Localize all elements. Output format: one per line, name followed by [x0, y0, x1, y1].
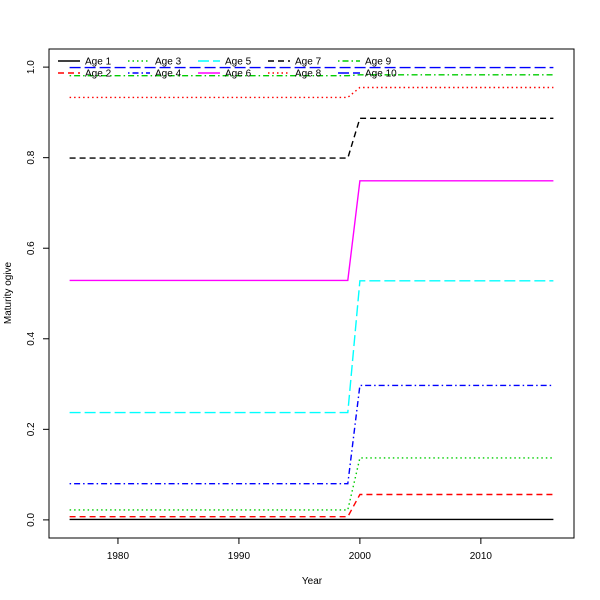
y-tick-label: 1.0	[26, 60, 37, 74]
series-layer	[69, 66, 554, 521]
x-tick-label: 1980	[107, 551, 130, 562]
x-tick-label: 1990	[228, 551, 251, 562]
x-tick-label: 2010	[470, 551, 493, 562]
legend-label: Age 7	[295, 57, 322, 68]
y-tick-label: 0.0	[26, 513, 37, 527]
legend-label: Age 2	[85, 69, 112, 80]
x-axis-label: Year	[302, 576, 323, 587]
legend-label: Age 1	[85, 57, 112, 68]
series-line-age-7	[69, 117, 554, 159]
legend-label: Age 3	[155, 57, 182, 68]
y-tick-label: 0.6	[26, 241, 37, 255]
x-tick-label: 2000	[349, 551, 372, 562]
series-line-age-2	[69, 493, 554, 518]
legend-label: Age 5	[225, 57, 252, 68]
legend-label: Age 4	[155, 69, 182, 80]
legend-label: Age 6	[225, 69, 252, 80]
series-line-age-4	[69, 384, 554, 485]
legend-label: Age 10	[365, 69, 397, 80]
series-line-age-8	[69, 86, 554, 99]
x-axis: 1980 1990 2000 2010	[107, 538, 493, 562]
y-tick-label: 0.2	[26, 422, 37, 436]
y-tick-label: 0.4	[26, 331, 37, 345]
series-line-age-9	[69, 74, 554, 77]
y-tick-label: 0.8	[26, 150, 37, 164]
series-line-age-5	[69, 280, 554, 414]
y-axis: 0.0 0.2 0.4 0.6 0.8 1.0	[26, 60, 49, 527]
series-line-age-6	[69, 180, 554, 282]
legend-label: Age 8	[295, 69, 322, 80]
series-line-age-3	[69, 457, 554, 511]
plot-frame	[48, 48, 575, 539]
y-axis-label: Maturity ogive	[3, 261, 14, 324]
legend-label: Age 9	[365, 57, 392, 68]
